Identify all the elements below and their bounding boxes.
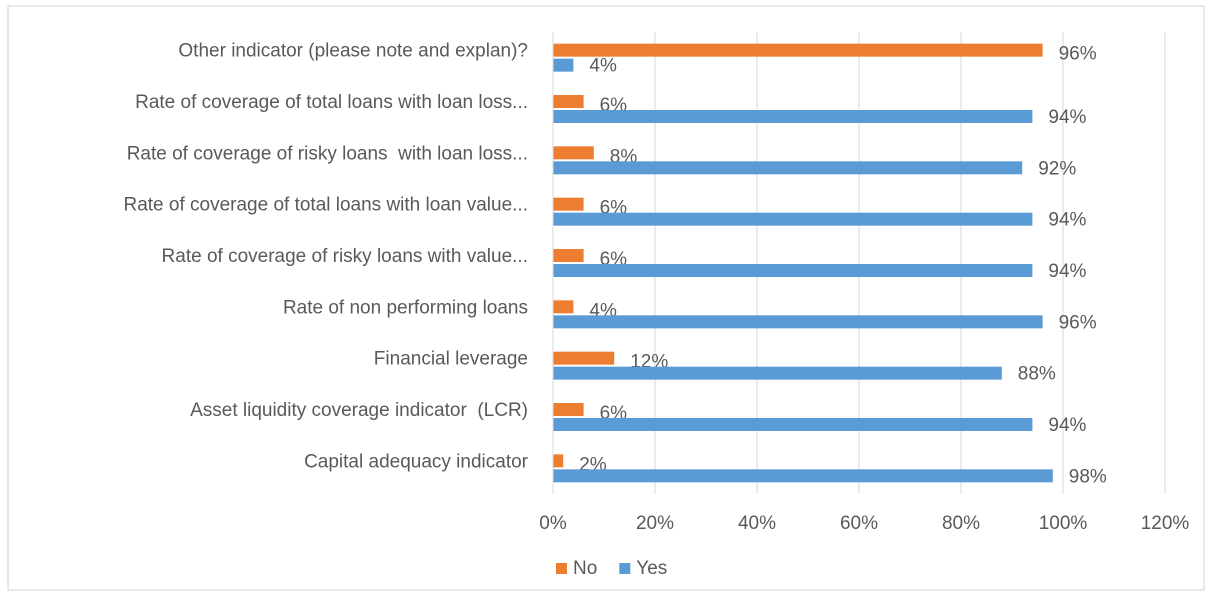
value-label: 94% — [1048, 210, 1086, 231]
value-label: 4% — [589, 56, 617, 77]
y-tick-label: Rate of non performing loans — [283, 297, 528, 318]
bar — [553, 249, 584, 262]
x-tick-label: 60% — [840, 513, 878, 534]
bar — [553, 454, 564, 468]
bar — [553, 212, 1033, 226]
bar — [553, 58, 574, 72]
y-tick-label: Financial leverage — [374, 349, 528, 370]
value-label: 94% — [1048, 261, 1086, 282]
legend-label: No — [573, 558, 597, 579]
bar — [553, 264, 1033, 277]
y-tick-label: Rate of coverage of total loans with loa… — [123, 195, 528, 216]
value-label: 92% — [1038, 158, 1076, 179]
bar — [553, 161, 1023, 175]
value-label: 88% — [1018, 364, 1056, 385]
value-label: 96% — [1059, 44, 1097, 65]
bar — [553, 43, 1043, 57]
x-tick-label: 100% — [1039, 513, 1088, 534]
x-tick-label: 120% — [1141, 513, 1190, 534]
bar — [553, 315, 1043, 329]
y-tick-label: Rate of coverage of total loans with loa… — [135, 92, 528, 113]
y-tick-label: Other indicator (please note and explan)… — [178, 41, 528, 62]
chart-frame — [7, 5, 1205, 591]
y-tick-label: Capital adequacy indicator — [304, 451, 529, 472]
bar — [553, 366, 1002, 380]
legend-label: Yes — [636, 558, 667, 579]
value-label: 94% — [1048, 415, 1086, 436]
value-label: 98% — [1069, 466, 1107, 487]
bar — [553, 197, 584, 211]
y-tick-label: Rate of coverage of risky loans with loa… — [127, 143, 528, 164]
x-tick-label: 40% — [738, 513, 776, 534]
value-label: 94% — [1048, 107, 1086, 128]
bar — [553, 300, 574, 314]
value-label: 96% — [1059, 312, 1097, 333]
legend-swatch — [619, 563, 631, 574]
bar — [553, 146, 594, 160]
y-tick-label: Asset liquidity coverage indicator (LCR) — [190, 400, 528, 421]
bar — [553, 95, 584, 108]
x-tick-label: 20% — [636, 513, 674, 534]
bar — [553, 351, 615, 365]
bar — [553, 469, 1053, 483]
bar — [553, 403, 584, 416]
bar — [553, 110, 1033, 123]
bar — [553, 418, 1033, 431]
x-tick-label: 80% — [942, 513, 980, 534]
legend-swatch — [556, 563, 567, 574]
y-tick-label: Rate of coverage of risky loans with val… — [162, 246, 528, 267]
x-tick-label: 0% — [539, 513, 567, 534]
